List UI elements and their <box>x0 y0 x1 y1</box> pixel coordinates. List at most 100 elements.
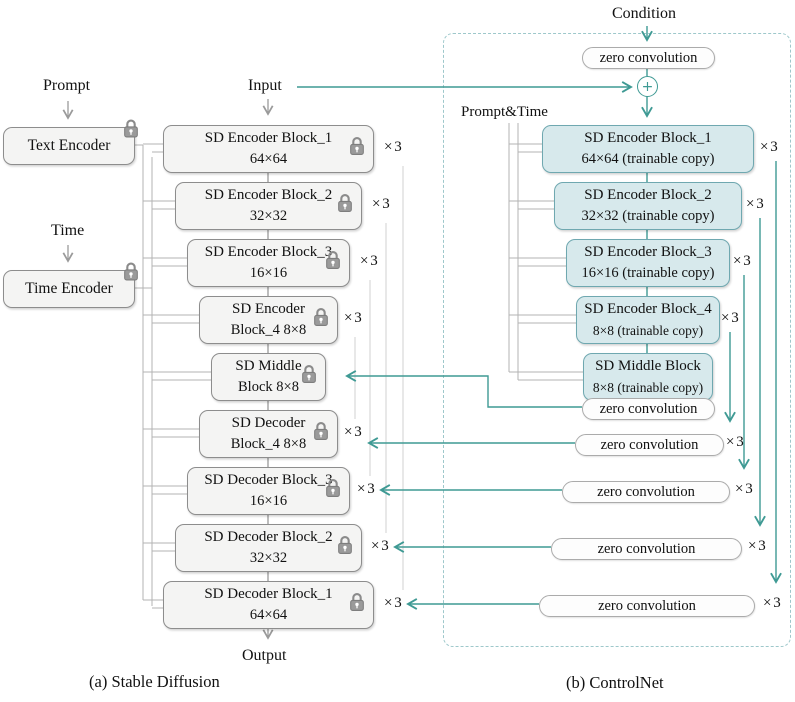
block-title: SD Middle <box>235 358 302 374</box>
block-title: SD Encoder Block_3 <box>204 244 333 260</box>
sd-decoder-block-3: SD Decoder Block_3 16×16 <box>187 467 350 515</box>
times3-label: × 3 <box>726 434 744 450</box>
gray-connectors <box>62 99 274 640</box>
cn-middle-block: SD Middle Block 8×8 (trainable copy) <box>583 353 713 401</box>
times3-label: × 3 <box>357 481 375 497</box>
times3-label: × 3 <box>721 310 739 326</box>
output-label: Output <box>242 647 287 664</box>
sd-decoder-block-2: SD Decoder Block_2 32×32 <box>175 524 362 572</box>
skip-connections <box>354 166 404 590</box>
lock-icon <box>325 479 341 504</box>
block-subtitle: Block_4 8×8 <box>230 436 307 452</box>
block-subtitle: 64×64 <box>249 151 288 167</box>
times3-label: × 3 <box>733 253 751 269</box>
zero-conv-decoder-1: zero convolution <box>539 595 755 617</box>
block-title: SD Encoder Block_1 <box>204 130 333 146</box>
block-title: SD Encoder <box>232 301 305 317</box>
block-subtitle: 32×32 (trainable copy) <box>581 208 715 224</box>
lock-icon <box>301 365 317 390</box>
block-subtitle: 64×64 (trainable copy) <box>581 151 715 167</box>
block-subtitle: 8×8 (trainable copy) <box>592 323 704 338</box>
block-title: SD Encoder Block_2 <box>204 187 333 203</box>
times3-label: × 3 <box>748 538 766 554</box>
lock-icon <box>313 422 329 447</box>
sd-encoder-block-4: SD Encoder Block_4 8×8 <box>199 296 338 344</box>
cn-encoder-block-3: SD Encoder Block_3 16×16 (trainable copy… <box>566 239 730 287</box>
sd-encoder-block-3: SD Encoder Block_3 16×16 <box>187 239 350 287</box>
controlnet-dashed-container <box>443 33 791 647</box>
lock-icon <box>337 194 353 219</box>
block-subtitle: 16×16 <box>249 493 288 509</box>
times3-label: × 3 <box>384 595 402 611</box>
cn-encoder-block-4: SD Encoder Block_4 8×8 (trainable copy) <box>576 296 720 344</box>
zero-conv-label: zero convolution <box>599 400 698 417</box>
block-subtitle: 16×16 <box>249 265 288 281</box>
zero-conv-decoder-3: zero convolution <box>562 481 730 503</box>
zero-conv-middle: zero convolution <box>582 398 715 420</box>
sd-encoder-block-2: SD Encoder Block_2 32×32 <box>175 182 362 230</box>
cn-encoder-block-2: SD Encoder Block_2 32×32 (trainable copy… <box>554 182 742 230</box>
block-title: SD Encoder Block_3 <box>584 244 712 260</box>
time-label: Time <box>51 222 85 239</box>
caption-stable-diffusion: (a) Stable Diffusion <box>89 672 220 691</box>
zero-conv-condition: zero convolution <box>582 47 715 69</box>
lock-icon <box>313 308 329 333</box>
block-title: SD Decoder Block_3 <box>204 472 333 488</box>
lock-icon <box>123 119 139 143</box>
sd-decoder-block-4: SD Decoder Block_4 8×8 <box>199 410 338 458</box>
zero-conv-decoder-4: zero convolution <box>575 434 724 456</box>
times3-label: × 3 <box>746 196 764 212</box>
lock-icon <box>349 593 365 618</box>
block-subtitle: 32×32 <box>249 208 288 224</box>
block-subtitle: 32×32 <box>249 550 288 566</box>
text-encoder-block: Text Encoder <box>3 119 138 165</box>
lock-icon <box>337 536 353 561</box>
lock-icon <box>123 262 139 286</box>
prompt-time-label: Prompt&Time <box>461 104 548 120</box>
block-title: SD Decoder Block_1 <box>204 586 333 602</box>
time-encoder-label: Time Encoder <box>25 280 113 297</box>
zero-conv-label: zero convolution <box>597 540 696 557</box>
time-encoder-block: Time Encoder <box>3 262 138 308</box>
text-encoder-label: Text Encoder <box>27 137 111 154</box>
times3-label: × 3 <box>344 424 362 440</box>
block-title: SD Middle Block <box>595 358 701 374</box>
block-title: SD Encoder Block_2 <box>584 187 712 203</box>
sd-middle-block: SD Middle Block 8×8 <box>211 353 326 401</box>
times3-label: × 3 <box>360 253 378 269</box>
times3-label: × 3 <box>371 538 389 554</box>
block-title: SD Decoder Block_2 <box>204 529 333 545</box>
lock-icon <box>325 251 341 276</box>
block-subtitle: Block 8×8 <box>238 379 299 395</box>
zero-conv-label: zero convolution <box>600 436 699 453</box>
times3-label: × 3 <box>763 595 781 611</box>
block-subtitle: 8×8 (trainable copy) <box>592 380 704 395</box>
times3-label: × 3 <box>372 196 390 212</box>
zero-conv-label: zero convolution <box>598 597 696 614</box>
block-title: SD Encoder Block_4 <box>584 301 712 317</box>
zero-conv-label: zero convolution <box>597 483 695 500</box>
zero-conv-label: zero convolution <box>599 49 698 66</box>
block-subtitle: 16×16 (trainable copy) <box>581 265 715 281</box>
times3-label: × 3 <box>344 310 362 326</box>
condition-label: Condition <box>612 5 677 22</box>
block-subtitle: 64×64 <box>249 607 288 623</box>
conditioning-lines-right <box>508 123 583 381</box>
block-title: SD Encoder Block_1 <box>584 130 712 146</box>
add-icon: + <box>637 76 658 97</box>
cn-encoder-block-1: SD Encoder Block_1 64×64 (trainable copy… <box>542 125 754 173</box>
lock-icon <box>349 137 365 162</box>
zero-conv-decoder-2: zero convolution <box>551 538 742 560</box>
input-label: Input <box>248 77 282 94</box>
caption-controlnet: (b) ControlNet <box>566 673 664 692</box>
times3-label: × 3 <box>735 481 753 497</box>
times3-label: × 3 <box>760 139 778 155</box>
block-subtitle: Block_4 8×8 <box>230 322 307 338</box>
sd-encoder-block-1: SD Encoder Block_1 64×64 <box>163 125 374 173</box>
sd-decoder-block-1: SD Decoder Block_1 64×64 <box>163 581 374 629</box>
teal-arrows <box>297 26 782 610</box>
block-title: SD Decoder <box>231 415 306 431</box>
times3-label: × 3 <box>384 139 402 155</box>
